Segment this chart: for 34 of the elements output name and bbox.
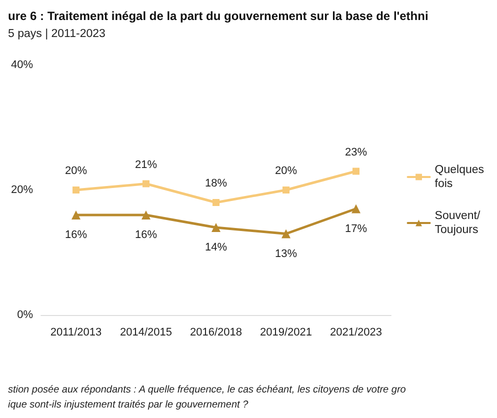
data-label: 20% (65, 165, 88, 177)
y-tick-label: 40% (10, 59, 34, 71)
data-label: 18% (204, 178, 228, 190)
x-tick-label: 2019/2021 (260, 326, 312, 338)
chart-title: ure 6 : Traitement inégal de la part du gouvernement sur la base de l'ethni (8, 9, 428, 23)
point (352, 204, 360, 214)
point (142, 180, 150, 188)
data-label: 21% (134, 158, 158, 171)
point (142, 210, 151, 220)
y-tick-label: 0% (17, 309, 34, 321)
data-label: 17% (344, 222, 368, 235)
x-tick-label: 2016/2018 (190, 326, 242, 338)
x-tick-label: 2014/2015 (120, 326, 172, 338)
chart-subtitle: 5 pays | 2011-2023 (8, 28, 106, 40)
data-label: 20% (274, 165, 298, 177)
point (212, 223, 221, 232)
x-tick-label: 2021/2023 (330, 326, 382, 338)
point (352, 168, 360, 175)
data-label: 16% (134, 229, 158, 241)
legend-label: Quelques fois (434, 164, 484, 190)
point (72, 210, 81, 220)
point (282, 229, 291, 238)
data-label: 13% (274, 248, 298, 260)
point (282, 186, 290, 194)
data-label: 23% (344, 146, 368, 158)
legend-label: Souvent/ Toujours (434, 210, 481, 236)
point (212, 199, 220, 206)
data-label: 16% (65, 229, 88, 241)
text: stion posée aux répondants : A quelle fréquence, le cas échéant, les citoyens de votre gro (8, 384, 406, 396)
data-label: 14% (204, 242, 228, 254)
x-tick-label: 2011/2013 (50, 326, 102, 338)
text: ique sont-ils injustement traités par le gouvernement ? (8, 400, 249, 410)
y-tick-label: 20% (10, 184, 34, 196)
point (72, 186, 80, 194)
